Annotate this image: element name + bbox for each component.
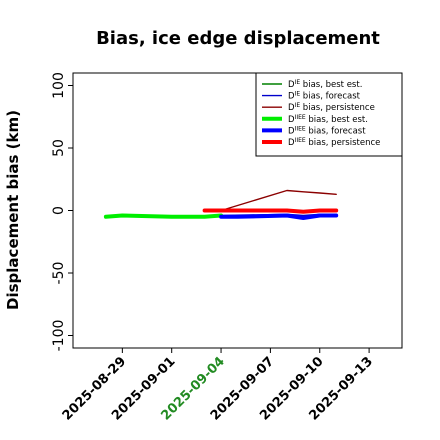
y-tick-label: 100 xyxy=(51,72,67,99)
y-axis-ticks: -100 -50 0 50 100 xyxy=(51,72,73,351)
series-line-diiee-bias-best-est xyxy=(103,213,224,219)
y-tick-label: -50 xyxy=(51,262,67,285)
y-tick-label: 50 xyxy=(51,139,67,157)
x-axis-ticks: 2025-08-292025-09-012025-09-042025-09-07… xyxy=(60,348,376,424)
y-tick-label: 0 xyxy=(51,206,67,215)
y-axis-label: Displacement bias (km) xyxy=(4,110,22,310)
legend-entry: DIE bias, forecast xyxy=(288,91,361,102)
y-tick-label: -100 xyxy=(51,320,67,352)
plot-series xyxy=(103,189,339,220)
legend-entry: DIE bias, best est. xyxy=(288,79,362,90)
series-line-diiee-bias-forecast xyxy=(219,213,339,220)
legend-entry: DIE bias, persistence xyxy=(288,102,375,113)
legend-entry: DIIEE bias, persistence xyxy=(288,137,380,148)
legend: DIE bias, best est.DIE bias, forecastDIE… xyxy=(255,72,403,157)
series-line-die-bias-persistence xyxy=(220,189,337,212)
chart-title: Bias, ice edge displacement xyxy=(96,28,380,49)
series-line-diiee-bias-persistence xyxy=(202,208,339,214)
legend-entry: DIIEE bias, forecast xyxy=(288,125,366,136)
legend-entry: DIIEE bias, best est. xyxy=(288,114,368,125)
